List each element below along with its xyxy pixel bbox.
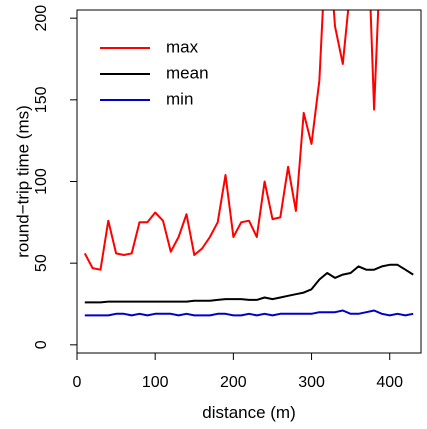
legend-label-mean: mean: [166, 63, 209, 82]
x-axis: 0 100 200 300 400: [73, 352, 403, 391]
x-tick-label: 0: [73, 374, 82, 391]
series-line-mean: [84, 263, 414, 304]
x-tick-label: 400: [376, 374, 403, 391]
y-tick-label: 50: [33, 254, 50, 272]
y-tick-label: 100: [33, 168, 50, 195]
x-tick-label: 200: [220, 374, 247, 391]
legend: max mean min: [100, 37, 209, 108]
x-tick-label: 300: [298, 374, 325, 391]
series-line-min: [84, 309, 414, 317]
y-tick-label: 200: [33, 5, 50, 32]
series-layer: [83, 10, 414, 317]
y-axis-title: round−trip time (ms): [13, 105, 32, 258]
series-line-max: [83, 10, 380, 271]
x-axis-title: distance (m): [202, 403, 296, 422]
y-tick-label: 0: [33, 340, 50, 349]
legend-label-min: min: [166, 89, 193, 108]
x-tick-label: 100: [142, 374, 169, 391]
legend-label-max: max: [166, 37, 199, 56]
y-axis: 0 50 100 150 200: [33, 5, 78, 349]
y-tick-label: 150: [33, 86, 50, 113]
